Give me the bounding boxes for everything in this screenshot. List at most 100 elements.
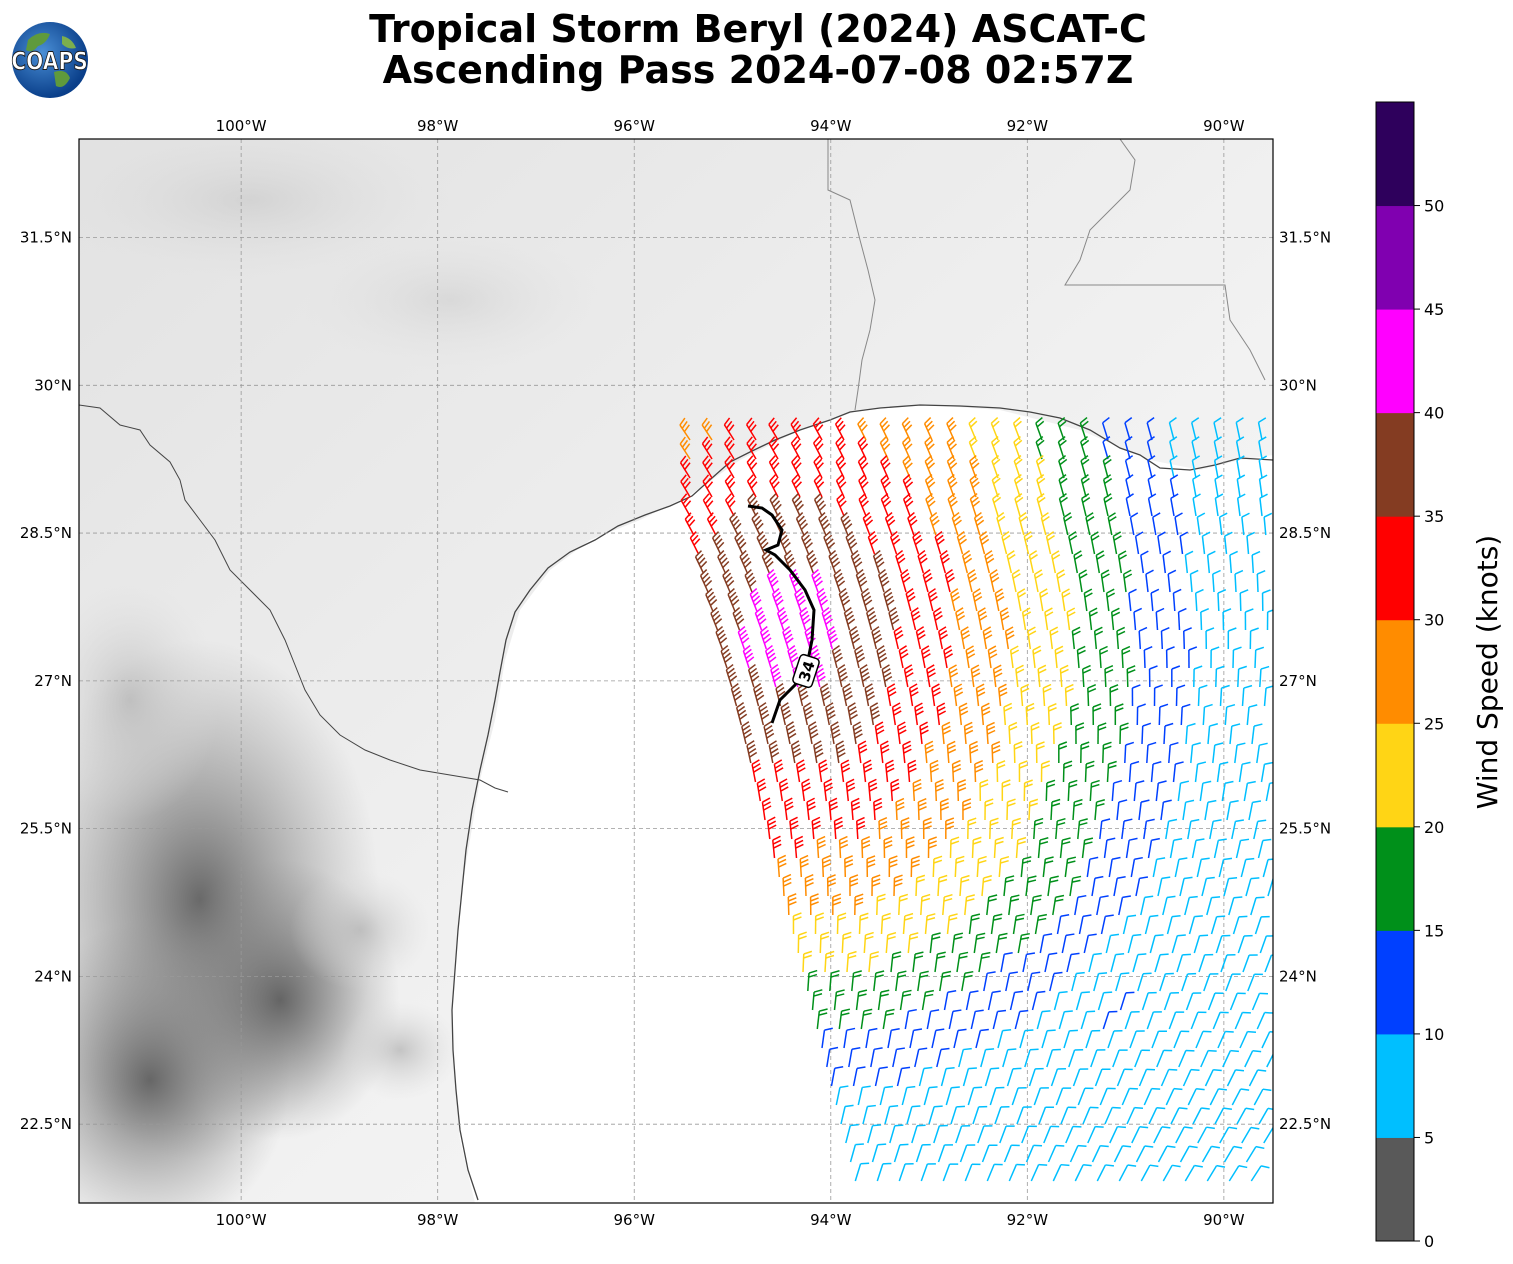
- barb-flag: [1221, 684, 1230, 689]
- wind-barb: [1124, 455, 1134, 479]
- barb-flag: [1010, 894, 1020, 898]
- barb-flag: [994, 672, 1003, 678]
- coaps-logo: COAPS: [10, 20, 90, 100]
- barb-staff: [1190, 1011, 1199, 1030]
- barb-staff: [799, 858, 803, 878]
- barb-flag: [703, 576, 711, 584]
- barb-flag: [975, 1009, 984, 1013]
- barb-staff: [1187, 1088, 1197, 1106]
- barb-flag: [793, 912, 802, 917]
- barb-flag: [789, 652, 798, 659]
- wind-barb: [1079, 416, 1089, 441]
- wind-barbs: [679, 416, 1273, 1182]
- barb-staff: [764, 650, 772, 669]
- barb-flag: [1240, 1088, 1250, 1091]
- barb-flag: [801, 530, 809, 538]
- wind-barb: [843, 1027, 856, 1049]
- barb-flag: [1230, 1049, 1239, 1053]
- wind-barb: [1094, 799, 1106, 821]
- barb-flag: [804, 709, 813, 716]
- barb-flag: [1096, 799, 1106, 803]
- barb-flag: [1071, 879, 1081, 883]
- barb-flag: [1082, 664, 1091, 670]
- barb-staff: [1197, 687, 1200, 707]
- wind-barb: [871, 1143, 887, 1163]
- wind-barb: [772, 835, 782, 859]
- barb-flag: [932, 687, 941, 693]
- barb-flag: [865, 519, 874, 527]
- lon-tick-label-bottom: 100°W: [216, 1211, 267, 1229]
- barb-flag: [902, 993, 912, 997]
- wind-barb: [746, 455, 758, 479]
- barb-flag: [1019, 515, 1028, 523]
- barb-flag: [862, 511, 871, 519]
- barb-flag: [854, 897, 864, 902]
- wind-barb: [1150, 588, 1160, 612]
- barb-flag: [989, 569, 998, 576]
- barb-flag: [1070, 952, 1080, 956]
- barb-flag: [796, 512, 804, 520]
- barb-staff: [951, 763, 955, 783]
- wind-barb: [1008, 721, 1018, 745]
- wind-barb: [878, 816, 888, 840]
- barb-flag: [828, 797, 838, 803]
- barb-flag: [854, 901, 864, 906]
- barb-flag: [943, 645, 952, 651]
- wind-barb: [1196, 512, 1206, 536]
- wind-barb: [864, 683, 876, 707]
- wind-barb: [914, 1047, 928, 1068]
- barb-flag: [972, 481, 980, 489]
- barb-flag: [1169, 455, 1178, 462]
- barb-flag: [734, 531, 742, 539]
- barb-flag: [770, 748, 779, 754]
- barb-flag: [1001, 615, 1010, 621]
- barb-staff: [826, 631, 834, 650]
- barb-flag: [1017, 836, 1027, 841]
- barb-flag: [773, 759, 783, 765]
- barb-staff: [978, 954, 983, 973]
- barb-staff: [893, 1144, 901, 1163]
- barb-staff: [1006, 1068, 1014, 1087]
- barb-flag: [955, 855, 965, 860]
- wind-barb: [1009, 645, 1020, 669]
- barb-flag: [813, 989, 823, 993]
- barb-staff: [1223, 536, 1228, 555]
- barb-flag: [746, 572, 754, 580]
- wind-barb: [981, 1144, 998, 1163]
- barb-staff: [1149, 935, 1156, 954]
- barb-flag: [944, 649, 953, 655]
- wind-barb: [773, 759, 784, 783]
- wind-barb: [909, 1028, 923, 1049]
- barb-staff: [967, 574, 973, 593]
- barb-flag: [772, 587, 780, 595]
- wind-barb: [1203, 973, 1219, 992]
- barb-flag: [765, 728, 774, 735]
- barb-flag: [1025, 702, 1035, 708]
- barb-staff: [1116, 802, 1120, 821]
- barb-staff: [1134, 536, 1140, 555]
- barb-flag: [767, 820, 777, 826]
- barb-staff: [1024, 1049, 1031, 1068]
- barb-flag: [1214, 992, 1224, 994]
- barb-flag: [1033, 894, 1042, 898]
- barb-flag: [1218, 838, 1227, 842]
- wind-barb: [1056, 914, 1070, 935]
- barb-staff: [1143, 649, 1146, 669]
- barb-flag: [814, 439, 822, 448]
- barb-flag: [967, 821, 977, 826]
- wind-barb: [876, 893, 886, 916]
- wind-barb: [845, 1123, 859, 1144]
- barb-flag: [1072, 630, 1081, 636]
- wind-barb: [1116, 626, 1126, 650]
- wind-barb: [1084, 760, 1095, 783]
- barb-flag: [873, 797, 882, 803]
- wind-barb: [895, 797, 905, 821]
- barb-flag: [1213, 417, 1222, 424]
- wind-barb: [1097, 991, 1113, 1011]
- barb-flag: [1048, 706, 1057, 712]
- wind-barb: [891, 702, 902, 726]
- wind-barb: [1102, 474, 1113, 498]
- wind-barb: [996, 760, 1006, 783]
- barb-staff: [788, 574, 797, 593]
- wind-barb: [1090, 531, 1100, 555]
